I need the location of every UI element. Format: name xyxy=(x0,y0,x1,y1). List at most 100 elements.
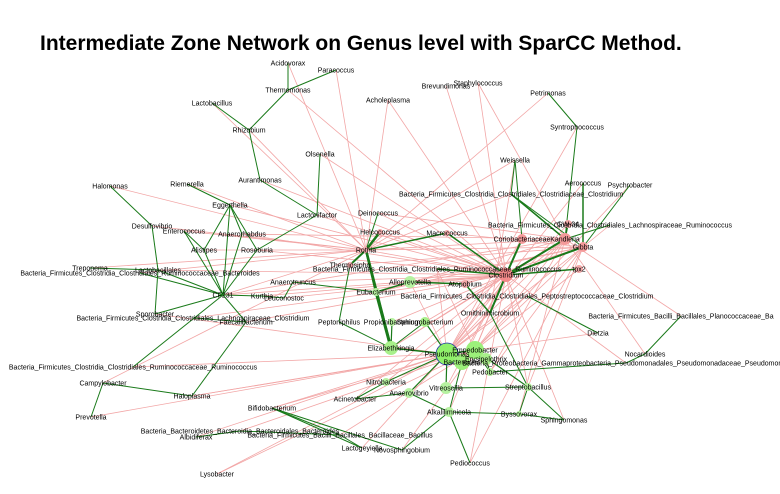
positive-edge xyxy=(154,294,224,315)
node-label-sphingobacterium: Sphingobacterium xyxy=(397,320,454,327)
negative-edge xyxy=(377,212,566,240)
negative-edge xyxy=(287,62,367,251)
positive-edge xyxy=(261,295,285,299)
positive-edge xyxy=(292,281,377,293)
negative-edge xyxy=(365,92,549,251)
negative-edge xyxy=(259,179,507,276)
positive-edge xyxy=(354,392,410,400)
node-label-acidovorax: Acidovorax xyxy=(271,61,306,68)
positive-edge xyxy=(183,230,224,296)
node-label-pseudomonas: Pseudomonas xyxy=(425,352,470,359)
node-label-pepto: Peptoniphilus xyxy=(318,320,361,327)
node-label-byssovorax: Byssovorax xyxy=(501,412,538,419)
node-label-psychrobacter: Psychrobacter xyxy=(608,183,653,190)
positive-edge xyxy=(464,283,491,314)
node-marker-nitrobacteria xyxy=(382,378,390,386)
node-label-sphingomonas: Sphingomonas xyxy=(541,418,588,425)
node-label-alistipes: Alistipes xyxy=(191,248,218,255)
positive-edge xyxy=(157,269,224,296)
negative-edge xyxy=(446,274,507,355)
negative-edge xyxy=(319,153,507,276)
negative-edge xyxy=(365,99,389,251)
node-label-anaerovibrio: Anaerovibrio xyxy=(389,391,428,398)
node-marker-propionibacterium xyxy=(388,318,396,326)
positive-edge xyxy=(505,246,584,276)
node-marker-vitreoscilla xyxy=(440,382,452,394)
diagram-title: Intermediate Zone Network on Genus level… xyxy=(40,32,682,55)
negative-edges xyxy=(89,62,682,475)
node-label-weissella: Weissella xyxy=(500,158,530,165)
node-label-coriobacteriaceae: Coriobacteriaceae xyxy=(494,237,551,244)
node-label-sporobacter: Sporobacter xyxy=(136,312,175,319)
node-marker-gw34 xyxy=(564,220,572,228)
positive-edge xyxy=(526,295,599,334)
positive-edge xyxy=(445,386,529,389)
node-marker-helcococcus xyxy=(377,229,383,235)
node-marker-elizabethkingia xyxy=(384,341,398,355)
positive-edge xyxy=(547,92,578,128)
node-label-roseburia: Roseburia xyxy=(241,248,273,255)
node-label-clost_clost: Bacteria_Firmicutes_Clostridia_Clostridi… xyxy=(399,192,623,199)
node-marker-alkalilimnicola xyxy=(444,407,454,417)
positive-edge xyxy=(211,102,250,131)
negative-edge xyxy=(90,353,448,418)
node-label-lactobacillales: Lactobacillales xyxy=(135,268,181,275)
negative-edge xyxy=(489,238,566,373)
node-label-syntrophococcus: Syntrophococcus xyxy=(550,125,604,132)
node-label-lachno_clost: Bacteria_Firmicutes_Clostridia_Clostridi… xyxy=(76,316,309,323)
positive-edge xyxy=(109,185,153,227)
node-label-eubacterium: Eubacterium xyxy=(356,290,395,297)
negative-edge xyxy=(477,82,507,276)
node-label-bact_clost_rumino2: Bacteria_Firmicutes_Clostridia_Clostridi… xyxy=(9,365,258,372)
positive-edge xyxy=(408,392,450,413)
node-labels: Acidovorax Paracoccus Thermomonas Lactobaci… xyxy=(9,61,780,479)
negative-edge xyxy=(216,353,448,475)
node-label-faecalibacterium: Faecalibacterium xyxy=(219,320,272,327)
node-label-acholeplasma: Acholeplasma xyxy=(366,98,410,105)
node-label-bact_clost_rumino: Bacteria_Firmicutes_Clostridia_Clostridi… xyxy=(313,267,562,274)
node-marker-byssovorax xyxy=(516,411,522,417)
negative-edge xyxy=(292,274,507,283)
positive-edge xyxy=(338,264,351,323)
node-label-bacteroidetes: Bacteria_Bacteroidetes_Bacteroidia_Bacte… xyxy=(141,429,340,436)
negative-edge xyxy=(446,232,584,248)
node-label-enterococcus: Enterococcus xyxy=(163,229,206,236)
positive-edge xyxy=(239,430,341,436)
negative-edge xyxy=(186,183,367,251)
negative-edge xyxy=(409,281,448,355)
node-label-pseudo_pseudo: Bacteria_Proteobacteria_Gammaproteobacte… xyxy=(462,361,780,368)
negative-edge xyxy=(316,214,507,276)
positive-edges xyxy=(89,63,682,464)
node-label-bacilli_bacillus: Bacteria_Firmicutes_Bacilli_Bacillales_B… xyxy=(247,433,433,440)
node-marker-streptobacillus xyxy=(524,383,532,391)
positive-edge xyxy=(191,321,247,397)
node-label-aerococcus: Aerococcus xyxy=(565,181,602,188)
positive-edge xyxy=(259,179,318,216)
negative-edge xyxy=(271,353,448,409)
positive-edge xyxy=(505,238,566,276)
node-label-bifidobacterium: Bifidobacterium xyxy=(248,406,296,413)
node-label-planococc: Bacteria_Firmicutes_Bacilli_Bacillales_P… xyxy=(588,314,773,321)
negative-edge xyxy=(446,223,569,355)
node-marker-bacteroides xyxy=(454,354,470,370)
positive-edge xyxy=(89,267,159,271)
node-label-ornithinimicrobium: Ornithinimicrobium xyxy=(461,311,520,318)
positive-edge xyxy=(510,193,566,240)
negative-edge xyxy=(222,249,367,296)
negative-edge xyxy=(365,238,566,251)
positive-edge xyxy=(448,411,520,415)
negative-edge xyxy=(469,246,584,464)
positive-edge xyxy=(365,231,381,251)
node-marker-tpx2 xyxy=(575,265,583,273)
positive-edge xyxy=(349,249,367,266)
node-label-kurthia: Kurthia xyxy=(251,294,273,301)
node-label-empedobacter: Empedobacter xyxy=(452,348,498,355)
positive-edge xyxy=(625,353,646,364)
positive-edge xyxy=(365,232,448,251)
positive-edge xyxy=(527,386,565,421)
node-marker-clostridium xyxy=(499,268,513,282)
node-label-helcococcus: Helcococcus xyxy=(360,230,400,237)
negative-edge xyxy=(505,274,529,388)
node-marker-thermosipho xyxy=(347,262,353,268)
